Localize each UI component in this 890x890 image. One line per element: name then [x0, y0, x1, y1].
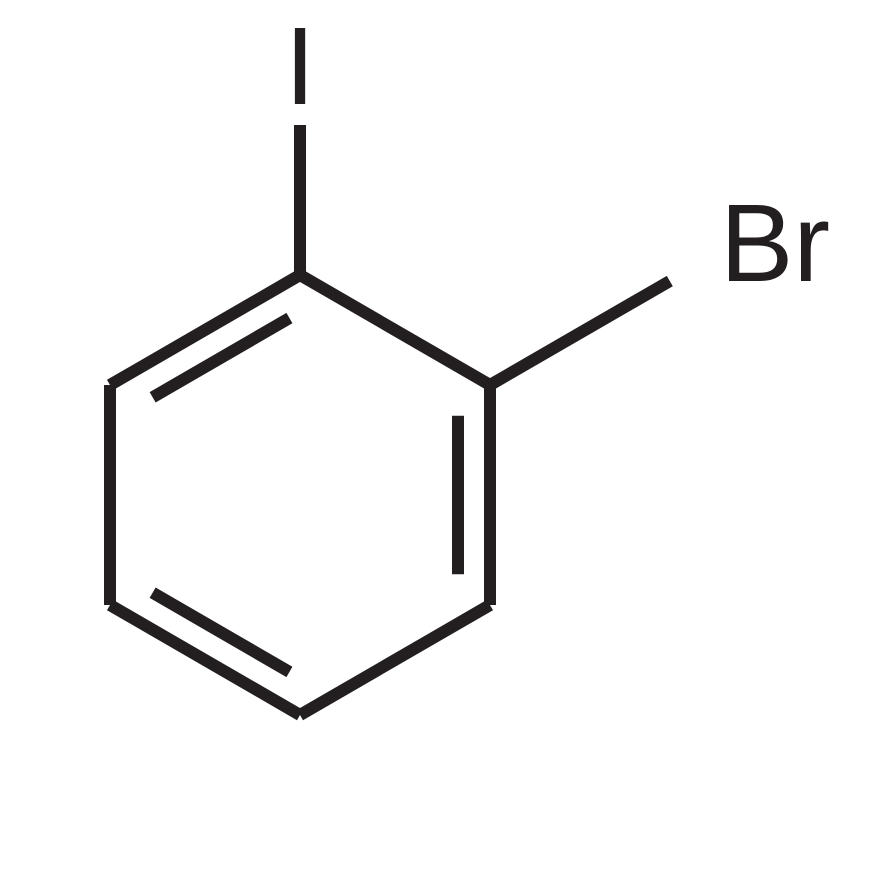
chemical-structure-svg: I Br: [0, 0, 890, 890]
bond-line: [300, 605, 490, 715]
bond-line: [153, 593, 290, 672]
bond-line: [153, 318, 290, 397]
atom-label-br: Br: [720, 182, 830, 305]
atom-label-i: I: [285, 5, 316, 128]
bond-line: [490, 281, 670, 385]
bond-line: [300, 275, 490, 385]
